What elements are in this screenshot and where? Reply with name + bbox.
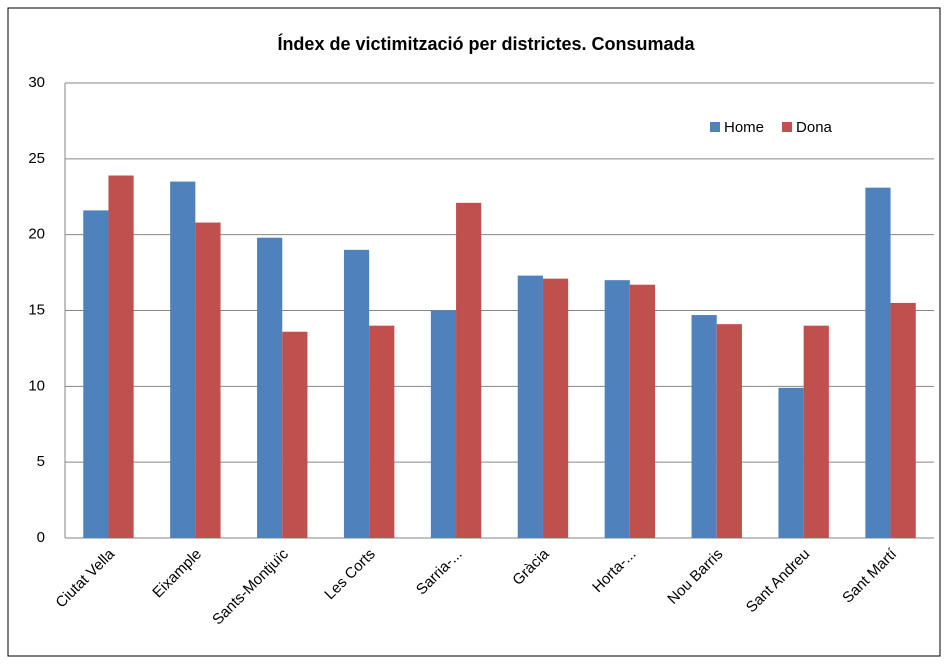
bar [257,237,283,538]
bar [691,315,717,538]
legend-swatch [710,122,720,132]
bar [430,310,457,538]
bar [195,222,221,539]
legend-label: Home [724,119,764,136]
y-tick-label: 20 [28,226,45,243]
bar [456,202,482,539]
y-tick-label: 30 [28,74,45,91]
legend-label: Dona [796,119,833,136]
bar [890,302,916,538]
chart-title: Índex de victimització per districtes. C… [277,33,695,54]
bar [778,387,804,538]
bar [604,280,630,538]
bar [369,325,395,538]
y-tick-label: 10 [28,377,45,394]
y-tick-label: 15 [28,301,45,318]
y-tick-label: 5 [37,453,45,470]
bar [629,284,656,538]
y-tick-label: 25 [28,150,45,167]
bar [170,181,196,539]
bar [108,175,134,538]
y-tick-label: 0 [37,529,45,546]
bar [282,331,308,538]
legend-swatch [782,122,793,132]
bar [517,275,543,538]
bar [865,187,891,538]
bar [716,324,742,538]
bar [83,210,109,538]
bar [803,325,829,538]
bar [343,249,370,539]
bar [542,278,569,538]
